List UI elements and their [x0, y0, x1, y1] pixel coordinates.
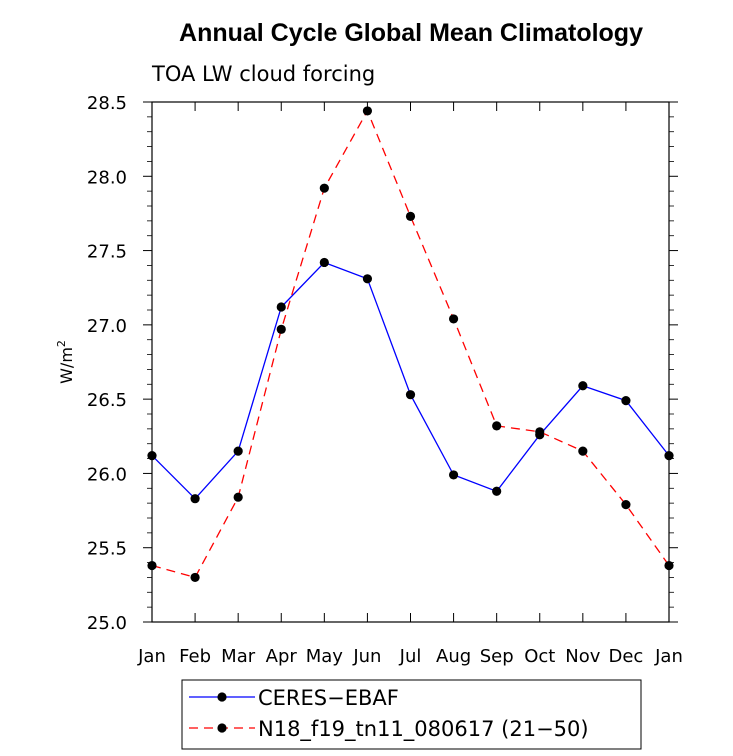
data-point-model: [492, 421, 502, 431]
x-tick-label: Jan: [137, 646, 166, 667]
data-point-ceres: [492, 486, 502, 496]
x-tick-label: May: [306, 646, 344, 667]
y-axis-label-exponent: 2: [55, 340, 68, 347]
data-point-model: [405, 211, 416, 221]
x-tick-label: Dec: [608, 646, 643, 667]
x-tick-label: Aug: [436, 646, 471, 667]
legend: CERES−EBAF N18_f19_tn11_080617 (21−50): [181, 679, 642, 750]
data-point-model: [319, 183, 329, 193]
legend-box: [181, 679, 642, 750]
data-point-ceres: [578, 381, 588, 391]
data-point-model: [621, 500, 631, 510]
y-axis-label-unit: W/m: [57, 347, 76, 384]
y-tick-label: 27.5: [87, 242, 127, 263]
y-tick-label: 26.0: [87, 464, 127, 485]
legend-label-ceres: CERES−EBAF: [258, 686, 399, 710]
data-point-ceres: [405, 390, 416, 400]
data-point-model: [190, 572, 200, 583]
chart-subtitle: TOA LW cloud forcing: [151, 62, 375, 86]
x-tick-label: Jul: [399, 646, 422, 667]
tick-labels: Jan Feb Mar Apr May Jun Jul Aug Sep Oct Nov Dec Jan 2…: [87, 93, 683, 667]
series-line-model: [151, 109, 670, 579]
data-point-model: [233, 492, 243, 502]
data-point-ceres: [319, 257, 329, 268]
data-point-ceres: [664, 451, 674, 461]
data-point-ceres: [233, 446, 243, 456]
data-point-ceres: [276, 302, 286, 312]
y-tick-label: 25.5: [87, 539, 127, 560]
x-tick-label: Mar: [221, 646, 256, 667]
data-point-ceres: [362, 274, 373, 284]
legend-label-model: N18_f19_tn11_080617 (21−50): [258, 717, 589, 742]
y-tick-label: 27.0: [87, 316, 127, 337]
y-axis-label: W/m2: [55, 340, 76, 384]
x-tick-label: Apr: [266, 646, 298, 667]
x-tick-label: Jun: [352, 646, 381, 667]
data-point-model: [578, 446, 588, 456]
x-tick-label: Feb: [179, 646, 211, 667]
series-line-ceres: [151, 261, 670, 500]
data-point-model: [535, 427, 545, 437]
data-point-model: [276, 324, 286, 334]
y-tick-label: 28.5: [87, 93, 127, 114]
legend-marker-model: [217, 723, 227, 733]
axis-ticks: [143, 101, 678, 623]
data-point-ceres: [621, 396, 631, 406]
x-tick-label: Sep: [480, 646, 514, 667]
chart-title: Annual Cycle Global Mean Climatology: [179, 19, 643, 47]
data-point-model: [448, 314, 459, 324]
y-tick-label: 26.5: [87, 390, 127, 411]
data-point-model: [362, 106, 373, 116]
plot-frame: [151, 101, 670, 623]
legend-marker-ceres: [217, 692, 227, 702]
x-tick-label: Jan: [654, 646, 683, 667]
series-layer: [147, 106, 674, 583]
y-tick-label: 28.0: [87, 167, 127, 188]
data-point-ceres: [448, 470, 459, 480]
y-tick-label: 25.0: [87, 613, 127, 634]
data-point-model: [147, 560, 157, 571]
x-tick-label: Nov: [565, 646, 600, 667]
data-point-ceres: [190, 494, 200, 504]
data-point-model: [664, 560, 674, 571]
data-point-ceres: [147, 451, 157, 461]
x-tick-label: Oct: [524, 646, 555, 667]
